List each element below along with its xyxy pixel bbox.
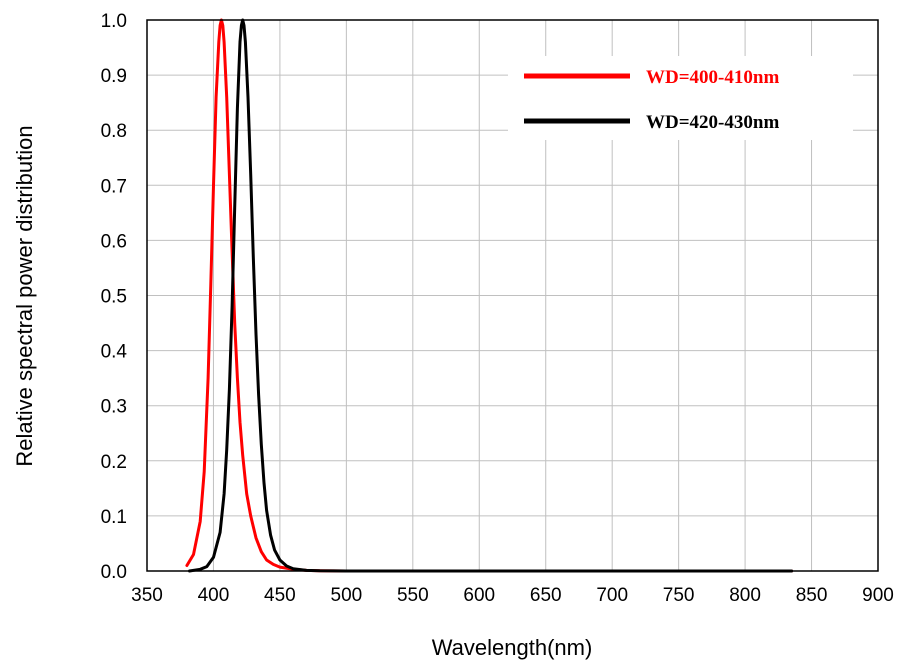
y-tick-label: 0.2 — [101, 452, 127, 473]
legend-label-series-1: WD=400-410nm — [646, 67, 779, 88]
y-tick-label: 1.0 — [101, 11, 127, 32]
y-tick-label: 0.6 — [101, 231, 127, 252]
y-tick-label: 0.8 — [101, 121, 127, 142]
x-tick-label: 850 — [796, 585, 828, 606]
x-tick-label: 900 — [862, 585, 894, 606]
y-tick-label: 0.5 — [101, 287, 127, 308]
y-tick-label: 0.7 — [101, 176, 127, 197]
y-tick-label: 0.3 — [101, 397, 127, 418]
y-tick-labels: 0.0 0.1 0.2 0.3 0.4 0.5 0.6 0.7 0.8 0.9 1.0 — [101, 11, 128, 583]
x-tick-label: 400 — [198, 585, 230, 606]
x-tick-label: 550 — [397, 585, 429, 606]
x-tick-label: 600 — [463, 585, 495, 606]
x-tick-label: 650 — [530, 585, 562, 606]
legend: WD=400-410nm WD=420-430nm — [508, 56, 853, 140]
x-tick-label: 450 — [264, 585, 296, 606]
y-tick-label: 0.1 — [101, 507, 127, 528]
x-tick-label: 500 — [331, 585, 363, 606]
legend-label-series-2: WD=420-430nm — [646, 112, 779, 133]
x-tick-label: 750 — [663, 585, 695, 606]
y-axis-title: Relative spectral power distribution — [12, 125, 37, 466]
y-tick-label: 0.9 — [101, 66, 127, 87]
legend-box — [508, 56, 853, 140]
x-axis-title: Wavelength(nm) — [432, 635, 593, 660]
plot-frame — [146, 19, 879, 572]
x-tick-label: 800 — [729, 585, 761, 606]
x-tick-labels: 350 400 450 500 550 600 650 700 750 800 850 900 — [131, 585, 894, 606]
y-tick-label: 0.0 — [101, 562, 127, 583]
x-tick-label: 700 — [596, 585, 628, 606]
y-tick-label: 0.4 — [101, 342, 128, 363]
x-tick-label: 350 — [131, 585, 163, 606]
